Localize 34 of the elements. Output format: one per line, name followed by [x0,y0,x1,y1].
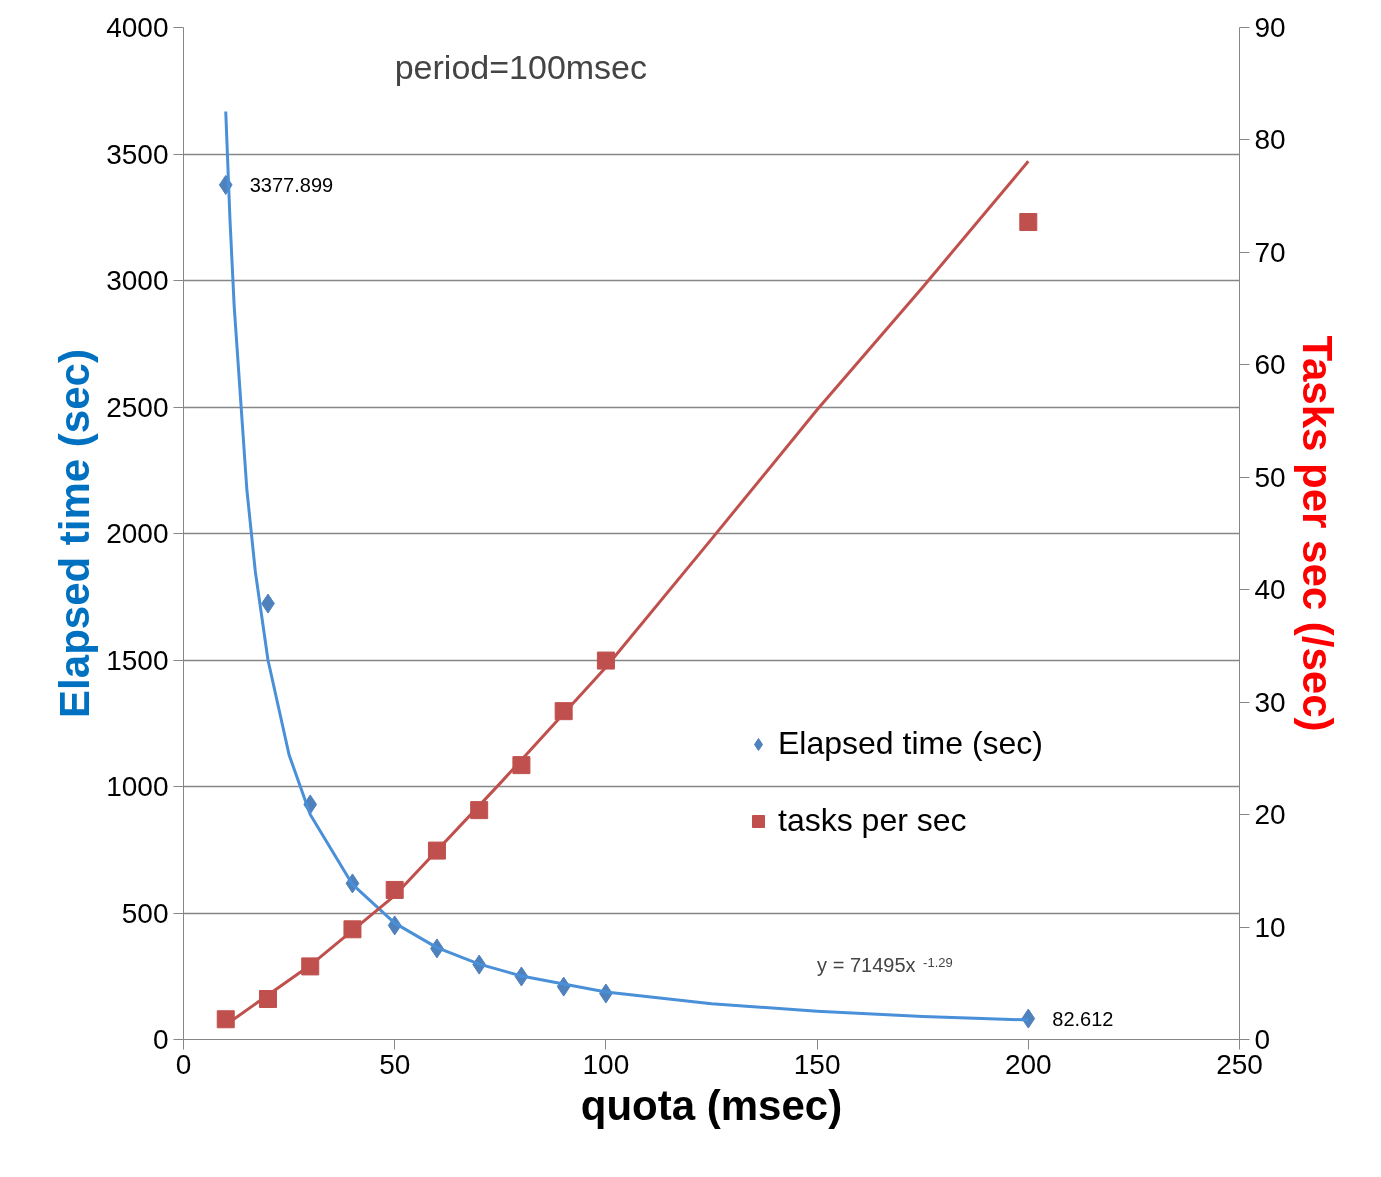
x-tick-label: 200 [1004,1048,1052,1080]
y-tick-label: 3500 [106,138,169,170]
data-label: 3377.899 [249,173,334,196]
y2-tick-label: 60 [1254,349,1286,381]
y2-axis-title: Tasks per sec (/sec) [1293,335,1341,732]
annotation: y = 71495x-1.29 [817,954,953,977]
y2-tick-label: 40 [1254,574,1286,606]
legend-label: Elapsed time (sec) [778,725,1043,762]
x-tick-label: 150 [793,1048,841,1080]
y2-tick-label: 70 [1254,236,1286,268]
y-axis-title: Elapsed time (sec) [51,349,99,718]
y2-tick-label: 30 [1254,686,1286,718]
y2-tick-label: 80 [1254,124,1286,156]
y2-tick-label: 50 [1254,461,1286,493]
y-tick-label: 0 [152,1024,169,1055]
y-tick-label: 1000 [106,771,169,802]
y-tick-label: 500 [121,897,169,929]
x-tick-label: 50 [379,1048,411,1080]
annotation: period=100msec [394,47,648,86]
y-tick-label: 2500 [106,391,169,423]
y-tick-label: 4000 [106,12,169,43]
point [216,1010,235,1029]
y-tick-label: 2000 [106,518,169,549]
y2-tick-label: 20 [1254,799,1286,831]
x-tick-label: 0 [175,1048,192,1080]
x-axis-title: quota (msec) [580,1081,843,1129]
y-tick-label: 3000 [106,265,169,296]
x-tick-label: 100 [582,1048,630,1080]
data-label: 82.612 [1052,1007,1114,1030]
point [1019,213,1038,232]
y2-tick-label: 90 [1254,12,1286,43]
y-tick-label: 1500 [106,644,169,676]
legend-label: tasks per sec [778,802,967,839]
y2-tick-label: 10 [1254,911,1286,943]
